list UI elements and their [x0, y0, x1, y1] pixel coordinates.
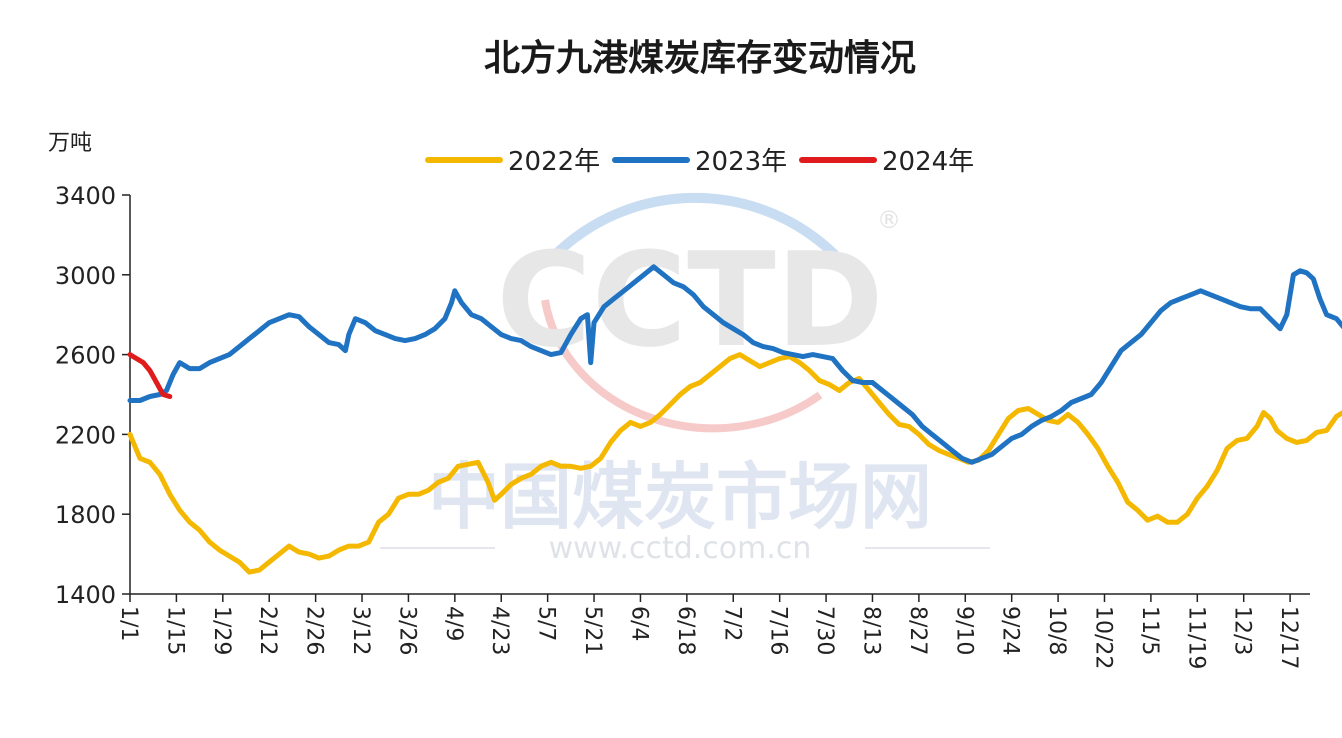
x-tick-label: 4/23: [487, 606, 512, 655]
x-tick-label: 3/12: [348, 606, 373, 655]
x-tick-label: 7/30: [812, 606, 837, 655]
chart-title: 北方九港煤炭库存变动情况: [484, 37, 916, 79]
series-line-2023年: [127, 264, 1342, 465]
y-tick-label: 1800: [55, 501, 116, 529]
x-tick-label: 10/22: [1090, 606, 1115, 669]
y-axis: 1400 1800 2200 2600 3000 3400: [55, 182, 130, 609]
y-tick-label: 1400: [55, 581, 116, 609]
legend-label: 2023年: [695, 147, 787, 177]
series-line-2022年: [127, 352, 1342, 575]
legend-label: 2024年: [882, 147, 974, 177]
x-tick-label: 2/26: [302, 606, 327, 655]
x-axis: 1/1 1/15 1/29 2/12 2/26 3/12 3/26 4/9 4/23 5/7 5/2…: [116, 594, 1301, 669]
x-tick-label: 5/7: [534, 606, 559, 641]
x-tick-label: 7/16: [766, 606, 791, 655]
watermark-url: www.cctd.com.cn: [549, 531, 812, 566]
x-tick-label: 6/4: [626, 606, 651, 641]
x-tick-label: 11/19: [1183, 606, 1208, 669]
x-tick-label: 6/18: [673, 606, 698, 655]
watermark-arc-red: [541, 299, 823, 433]
x-tick-label: 10/8: [1044, 606, 1069, 655]
x-tick-label: 12/17: [1276, 606, 1301, 669]
x-tick-label: 8/27: [905, 606, 930, 655]
y-axis-unit: 万吨: [48, 131, 92, 156]
series-line-2024年: [127, 352, 173, 399]
x-tick-label: 1/1: [116, 606, 141, 641]
y-tick-label: 3400: [55, 182, 116, 210]
x-tick-label: 3/26: [394, 606, 419, 655]
y-tick-label: 3000: [55, 262, 116, 290]
y-tick-label: 2200: [55, 421, 116, 449]
watermark: CCTD ® 中国煤炭市场网 www.cctd.com.cn: [380, 192, 990, 566]
x-tick-label: 8/13: [858, 606, 883, 655]
series-group: [127, 264, 1342, 575]
x-tick-label: 1/15: [162, 606, 187, 655]
x-tick-label: 7/2: [719, 606, 744, 641]
watermark-cn: 中国煤炭市场网: [428, 455, 932, 539]
x-tick-label: 9/10: [951, 606, 976, 655]
x-tick-label: 2/12: [255, 606, 280, 655]
x-tick-label: 12/3: [1230, 606, 1255, 655]
y-tick-label: 2600: [55, 342, 116, 370]
x-tick-label: 1/29: [209, 606, 234, 655]
x-tick-label: 4/9: [441, 606, 466, 641]
x-tick-label: 5/21: [580, 606, 605, 655]
legend: 2022年 2023年 2024年: [425, 147, 974, 177]
watermark-arc-blue: [551, 192, 839, 259]
watermark-registered: ®: [877, 206, 901, 234]
legend-label: 2022年: [508, 147, 600, 177]
x-tick-label: 11/5: [1137, 606, 1162, 655]
x-tick-label: 9/24: [998, 606, 1023, 655]
